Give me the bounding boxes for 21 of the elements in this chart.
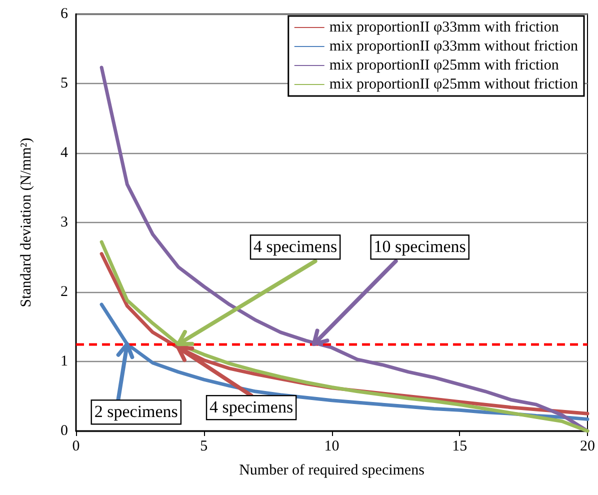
annotation: 2 specimens	[94, 402, 178, 422]
y-tick-label: 3	[60, 214, 68, 230]
y-tick-label: 5	[60, 76, 68, 92]
x-tick-label: 10	[324, 438, 340, 454]
annotation: 4 specimens	[210, 398, 294, 417]
y-tick-label: 4	[60, 145, 68, 161]
x-tick-label: 5	[200, 438, 208, 454]
y-tick-label: 6	[60, 6, 68, 22]
x-tick-label: 0	[72, 438, 80, 454]
x-tick-label: 20	[580, 438, 595, 454]
y-tick-label: 2	[60, 284, 68, 300]
x-axis-title: Number of required specimens	[239, 462, 425, 478]
y-tick-label: 0	[60, 423, 68, 439]
legend-label: mix proportionII φ33mm with friction	[329, 20, 560, 36]
y-tick-label: 1	[60, 354, 68, 370]
annotation: 4 specimens	[254, 237, 338, 256]
legend-label: mix proportionII φ25mm with friction	[329, 58, 560, 74]
legend-label: mix proportionII φ33mm without friction	[329, 38, 578, 54]
x-tick-label: 15	[452, 438, 468, 454]
y-axis-title: Standard deviation (N/mm²)	[18, 138, 34, 308]
legend-label: mix proportionII φ25mm without friction	[329, 76, 578, 92]
